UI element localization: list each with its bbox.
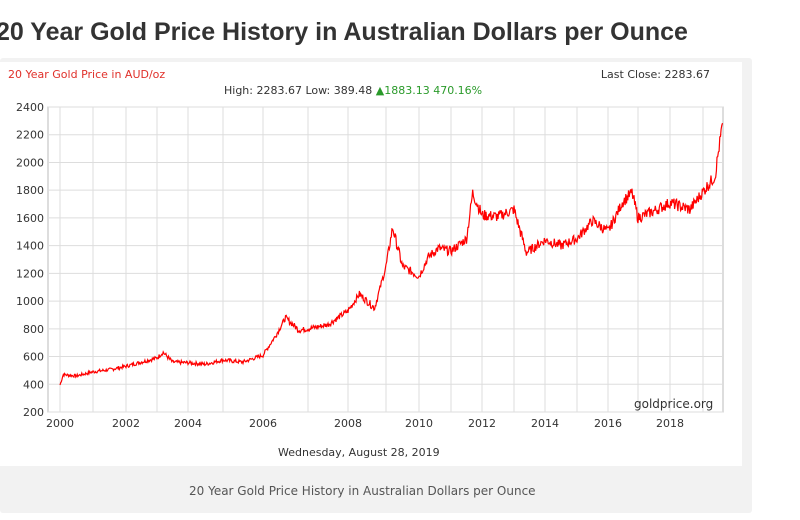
- y-tick-label: 1400: [16, 240, 44, 253]
- y-tick-label: 1600: [16, 212, 44, 225]
- x-tick-label: 2004: [174, 417, 202, 430]
- last-close: Last Close: 2283.67: [600, 68, 710, 81]
- x-tick-label: 2010: [405, 417, 433, 430]
- high-stat: High: 2283.67: [224, 84, 302, 97]
- y-tick-label: 2000: [16, 156, 44, 169]
- y-tick-label: 2400: [16, 101, 44, 114]
- x-tick-label: 2016: [594, 417, 622, 430]
- page-title: 20 Year Gold Price History in Australian…: [0, 18, 688, 46]
- y-tick-label: 200: [23, 406, 44, 419]
- x-tick-label: 2006: [249, 417, 277, 430]
- caption: 20 Year Gold Price History in Australian…: [189, 484, 536, 498]
- y-tick-label: 1000: [16, 295, 44, 308]
- y-tick-label: 600: [23, 351, 44, 364]
- x-tick-label: 2002: [112, 417, 140, 430]
- price-line: [59, 122, 724, 386]
- x-tick-label: 2012: [468, 417, 496, 430]
- chart-title: 20 Year Gold Price in AUD/oz: [8, 68, 166, 81]
- y-tick-label: 400: [23, 378, 44, 391]
- x-tick-label: 2018: [656, 417, 684, 430]
- y-tick-label: 1800: [16, 184, 44, 197]
- watermark: goldprice.org: [634, 397, 714, 411]
- chart-date: Wednesday, August 28, 2019: [278, 446, 440, 459]
- x-tick-label: 2014: [531, 417, 559, 430]
- change-stat: ▲1883.13 470.16%: [375, 84, 483, 97]
- x-tick-label: 2000: [46, 417, 74, 430]
- y-tick-label: 1200: [16, 267, 44, 280]
- low-stat: Low: 389.48: [305, 84, 373, 97]
- y-tick-label: 800: [23, 323, 44, 336]
- x-tick-label: 2008: [334, 417, 362, 430]
- y-tick-label: 2200: [16, 129, 44, 142]
